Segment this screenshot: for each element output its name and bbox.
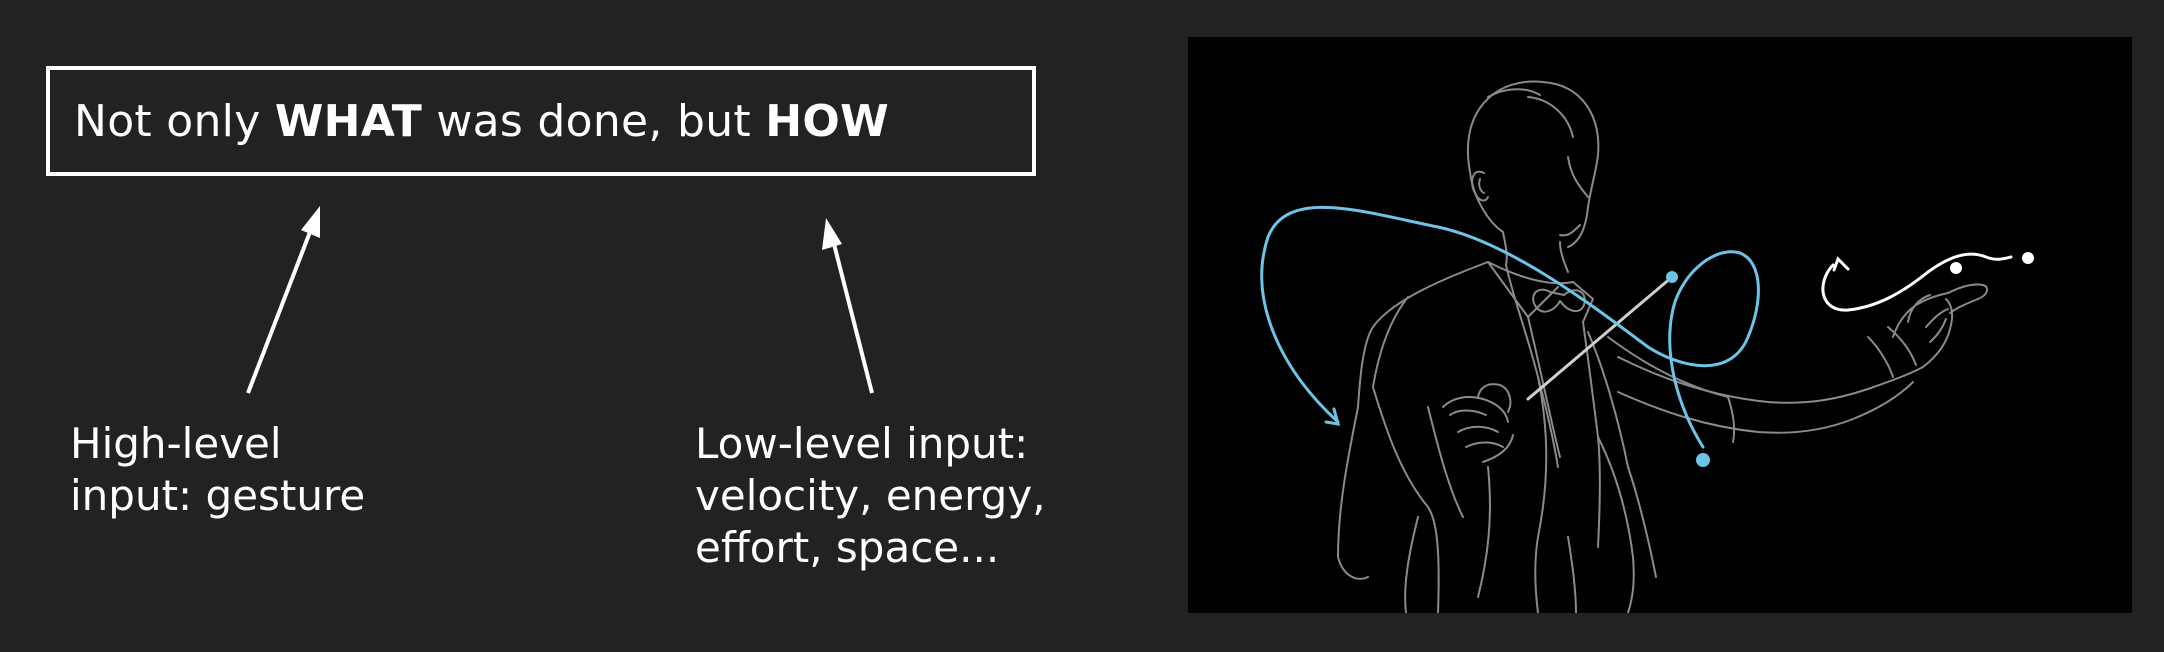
low-level-label-line-2: velocity, energy, [695, 471, 1046, 520]
low-level-label-line-3: effort, space... [695, 523, 1000, 572]
title-emphasis-what: WHAT [274, 95, 423, 147]
title-box: Not only WHAT was done, but HOW [46, 66, 1036, 176]
high-level-label-line-1: High-level [70, 419, 282, 468]
gesture-path-icon [1260, 205, 1760, 467]
high-level-arrow-icon [246, 206, 320, 394]
conductor-illustration [1188, 37, 2132, 614]
low-level-arrow-icon [822, 218, 874, 394]
title-emphasis-how: HOW [765, 95, 889, 147]
conductor-outline-icon [1337, 80, 1989, 614]
title-part-2: was done, but [422, 95, 766, 147]
high-level-label-line-2: input: gesture [70, 471, 366, 520]
title-text: Not only WHAT was done, but HOW [74, 96, 889, 147]
low-level-label-line-1: Low-level input: [695, 419, 1029, 468]
hand-trajectory-icon [1821, 252, 2034, 312]
conductor-drawing [1260, 80, 2034, 614]
high-level-label: High-level input: gesture [70, 418, 365, 522]
low-level-label: Low-level input: velocity, energy, effor… [695, 418, 1046, 574]
title-part-1: Not only [74, 95, 275, 147]
baton-icon [1526, 275, 1674, 401]
